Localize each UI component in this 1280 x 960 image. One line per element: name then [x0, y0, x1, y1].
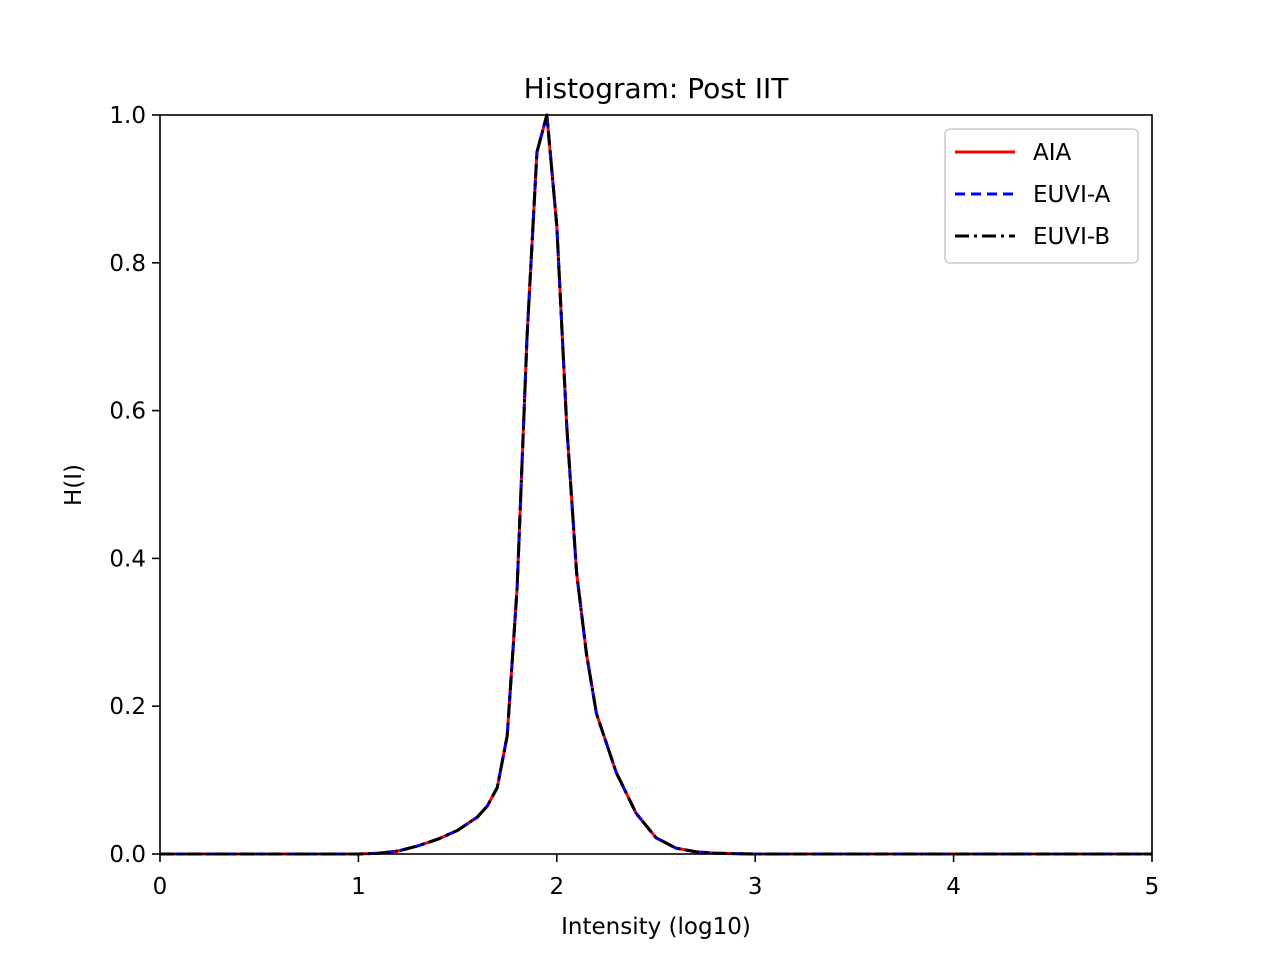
plot-frame — [159, 114, 1153, 855]
y-tick-label: 1.0 — [109, 103, 146, 129]
y-axis-ticks: 0.0 0.2 0.4 0.6 0.8 1.0 — [109, 103, 160, 868]
y-axis-label: H(I) — [61, 464, 87, 506]
y-tick-label: 0.2 — [109, 694, 146, 720]
series-line-euvi-a — [160, 113, 1152, 856]
legend-label: EUVI-B — [1033, 224, 1110, 250]
chart-title: Histogram: Post IIT — [524, 72, 790, 105]
x-tick-label: 3 — [748, 874, 763, 900]
legend: AIA EUVI-A EUVI-B — [944, 128, 1139, 264]
legend-label: AIA — [1033, 140, 1072, 166]
y-tick-label: 0.8 — [109, 251, 146, 277]
x-axis-ticks: 0 1 2 3 4 5 — [153, 854, 1160, 900]
x-tick-label: 1 — [351, 874, 366, 900]
legend-box — [944, 128, 1139, 264]
x-tick-label: 2 — [549, 874, 564, 900]
x-tick-label: 4 — [946, 874, 961, 900]
legend-label: EUVI-A — [1033, 182, 1111, 208]
x-axis-label: Intensity (log10) — [561, 914, 751, 940]
x-tick-label: 5 — [1145, 874, 1160, 900]
y-tick-label: 0.4 — [109, 546, 146, 572]
y-tick-label: 0.0 — [109, 842, 146, 868]
y-tick-label: 0.6 — [109, 399, 146, 425]
x-tick-label: 0 — [153, 874, 168, 900]
